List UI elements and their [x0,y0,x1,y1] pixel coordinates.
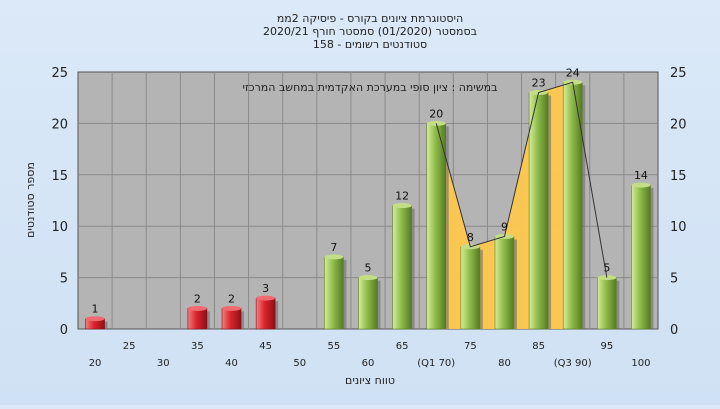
chart-title-line-2: בסמסטר (01/2020) סמסטר חורף 2020/21 [263,25,477,38]
x-tick-label: 55 [328,341,341,352]
x-tick-label: 85 [532,341,545,352]
bar-value-label: 20 [429,107,443,120]
y-tick-label-left: 20 [51,117,68,132]
y-tick-label-right: 5 [670,272,678,287]
x-tick-label: 40 [225,358,238,369]
bar-value-label: 1 [92,303,99,316]
bar-55 [324,256,344,330]
bar-value-label: 24 [566,66,580,79]
bar-75 [460,246,481,330]
y-tick-label-right: 15 [670,169,687,184]
y-tick-label-right: 0 [670,323,678,338]
bar-value-label: 2 [194,292,201,305]
bar-value-label: 9 [501,220,508,233]
x-tick-label: 100 [631,358,650,369]
bar-cap [256,295,276,301]
y-tick-label-left: 25 [51,66,68,81]
bar-value-label: 2 [228,292,235,305]
y-axis-right: 0 5 10 15 20 25 [670,66,687,338]
x-tick-label: 95 [600,341,613,352]
bar-100 [631,184,651,330]
x-tick-label: 35 [191,341,204,352]
x-tick-label: 65 [396,341,409,352]
trend-line [435,81,608,278]
bar-value-label: 14 [634,169,648,182]
bar-40 [221,308,242,330]
bar-cap [358,275,378,281]
y-axis-left: 0 5 10 15 20 25 [51,66,68,338]
bar-value-label: 3 [262,282,269,295]
bar-45 [255,297,276,330]
chart-title-line-3: סטודנטים רשומים - 158 [313,38,427,51]
y-tick-label-left: 0 [60,323,68,338]
x-tick-label: (Q1 70) [417,358,455,369]
bar-70 [426,123,447,330]
x-axis-label: טווח ציונים [345,374,395,387]
bar-value-label: 23 [532,77,546,90]
x-tick-label: 45 [259,341,272,352]
title-block: היסטוגרמת ציונים בקורס - פיסיקה 2ממ בסמס… [263,12,477,51]
x-tick-label: 30 [157,358,170,369]
bar-value-label: 12 [395,190,409,203]
bar-80 [494,236,515,330]
y-tick-label-left: 10 [51,220,68,235]
chart-title-line-1: היסטוגרמת ציונים בקורס - פיסיקה 2ממ [277,12,463,25]
bar-value-label: 5 [365,262,372,275]
bar-60 [358,277,378,330]
bar-95 [597,277,617,330]
x-tick-label: (Q3 90) [554,358,592,369]
y-axis-label: מספר סטודנטים [24,162,37,238]
bar-cap [392,203,412,209]
x-axis-tick-labels: 20 25 30 35 40 45 50 55 60 65 (Q1 70) 75 80 85 (Q3 90)… [89,341,651,369]
bar-cap [187,305,207,311]
y-tick-label-right: 25 [670,66,687,81]
bar-value-label: 8 [467,231,474,244]
distribution-line [435,81,608,278]
bar-cap [85,316,105,322]
bar-85 [528,92,549,330]
bar-35 [187,308,208,330]
y-tick-label-left: 5 [60,272,68,287]
x-tick-label: 25 [123,341,136,352]
x-tick-label: 75 [464,341,477,352]
chart-annotation: במשימה : ציון סופי במערכת האקדמית במחשב … [243,81,498,94]
bar-65 [392,205,412,330]
bar-value-label: 7 [330,241,337,254]
x-tick-label: 60 [362,358,375,369]
x-tick-label: 80 [498,358,511,369]
y-tick-label-right: 10 [670,220,687,235]
y-tick-label-left: 15 [51,169,68,184]
bar-cap [324,254,344,260]
x-tick-label: 50 [293,358,306,369]
bars [85,79,654,330]
bar-cap [631,182,651,188]
bar-value-label: 5 [603,262,610,275]
bar-cap [222,305,242,311]
x-tick-label: 20 [89,358,102,369]
y-tick-label-right: 20 [670,117,687,132]
